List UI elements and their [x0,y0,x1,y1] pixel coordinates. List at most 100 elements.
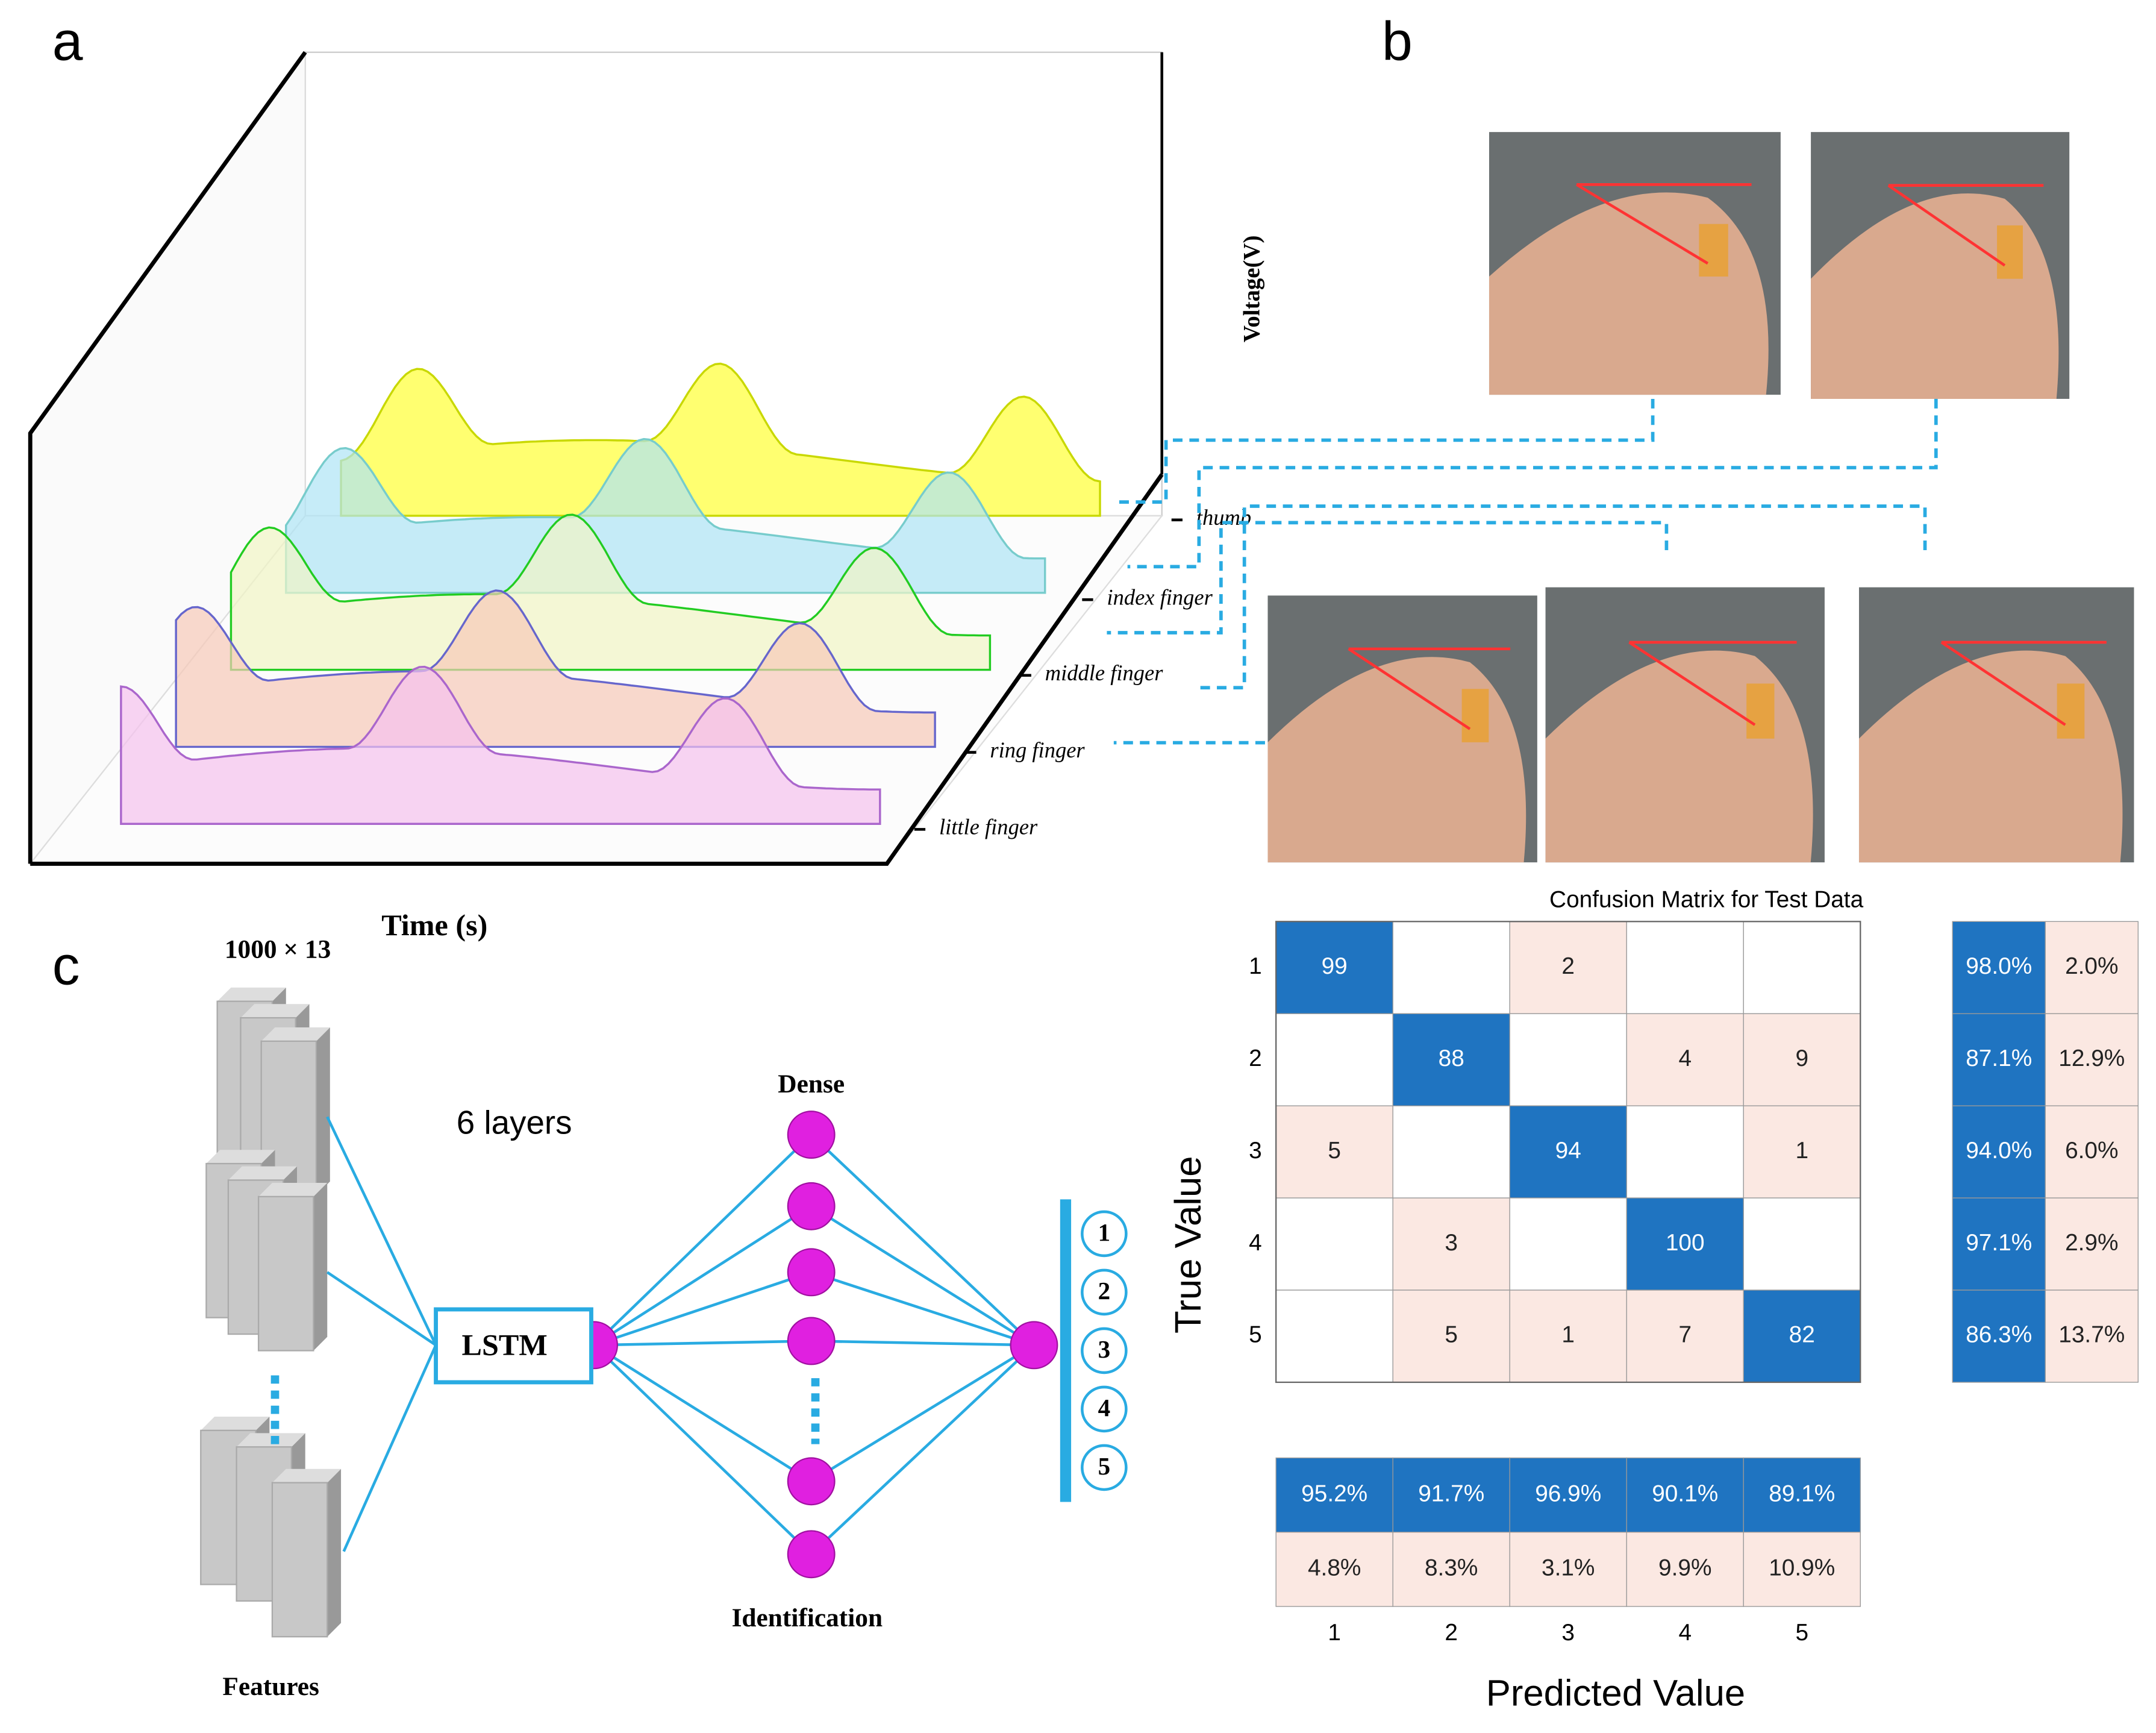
cell [1626,921,1744,1014]
summary-cell [1509,1532,1627,1607]
summary-cell [1275,1457,1393,1533]
identification-label: Identification [732,1603,883,1632]
connection [594,1340,811,1347]
cell-value: 88 [1439,1045,1464,1071]
connection [810,1205,1035,1347]
row-summary: 97.1% [1966,1230,2032,1256]
summary-cell [1743,1532,1861,1607]
col-label: 2 [1445,1620,1458,1646]
row-summary: 87.1% [1966,1045,2032,1071]
summary-cell [1952,1197,2046,1291]
cell-value: 9 [1795,1045,1808,1071]
lstm-label: LSTM [462,1327,548,1361]
cell [1509,1197,1627,1291]
output-node [1081,1327,1128,1374]
cm-title: Confusion Matrix for Test Data [1549,886,1864,912]
cell [1392,1013,1510,1106]
frame [1275,921,1861,1384]
output-node [1081,1385,1128,1433]
cell [1743,921,1861,1014]
block-side [313,1182,328,1351]
connection [326,1116,437,1346]
cell [1509,1105,1627,1199]
series-label: thumb [1196,505,1251,530]
arrow [1575,183,1709,265]
connection [326,1271,437,1347]
connection [593,1271,812,1347]
block-top [261,1027,330,1041]
row-label: 4 [1249,1230,1262,1256]
row-summary: 12.9% [2058,1045,2125,1071]
connection [593,1205,812,1347]
neuron [787,1457,836,1506]
cell [1743,1197,1861,1291]
row-summary: 13.7% [2058,1322,2125,1348]
waveform [340,362,1101,517]
column-summary: 96.9% [1535,1481,1601,1506]
connection [342,1344,437,1552]
photo [1858,587,2134,863]
column-summary: 9.9% [1658,1555,1711,1581]
connection [593,1344,812,1483]
summary-cell [2045,1290,2139,1383]
col-label: 4 [1678,1620,1692,1646]
network: 1 2 3 4 5 [200,987,1128,1638]
column-summary: 90.1% [1652,1481,1718,1506]
row-summary: 98.0% [1966,953,2032,979]
y-axis-title: Voltage(V) [1239,236,1265,342]
block-top [217,987,286,1001]
confusion-matrix: 1 1 2 2 3 3 4 4 5 5 99 2 88 4 9 5 94 1 3 100 5 1 7 82 98.0% 2.0% 8… [1249,921,2139,1646]
block-top [258,1182,328,1197]
tape [1746,683,1775,739]
neuron [787,1317,836,1365]
cell-value: 7 [1678,1322,1692,1348]
series-label: middle finger [1045,660,1164,685]
row-summary: 2.9% [2065,1230,2118,1256]
block-top [206,1150,275,1164]
row-summary: 94.0% [1966,1138,2032,1164]
summary-cell [1626,1457,1744,1533]
cell-value: 1 [1795,1138,1808,1164]
cell [1275,1013,1393,1106]
output-node [1081,1268,1128,1316]
summary-cell [1275,1532,1393,1607]
output-bar [1060,1199,1072,1502]
cell-value: 2 [1561,953,1575,979]
cell [1626,1105,1744,1199]
column-summary: 3.1% [1542,1555,1595,1581]
cell-value: 4 [1678,1045,1692,1071]
photo [1489,132,1781,395]
output-label: 5 [1098,1452,1111,1480]
block-top [228,1166,298,1180]
block [271,1482,328,1638]
row-summary: 6.0% [2065,1138,2118,1164]
connection [810,1271,1035,1347]
panel-label: c [52,935,80,996]
row-label: 1 [1249,953,1262,979]
cell-value: 82 [1789,1322,1815,1348]
block-top [201,1417,270,1431]
arrow [1887,184,2006,267]
row-label: 3 [1249,1138,1262,1164]
series-label: little finger [939,815,1038,839]
cell-value: 94 [1555,1138,1581,1164]
waveform [120,665,881,825]
neuron [787,1248,836,1297]
finger [1489,192,1769,395]
cell-value: 100 [1666,1230,1705,1256]
cell [1275,1105,1393,1199]
arrow [1940,641,2066,726]
block-top [240,1004,310,1018]
series-label: index finger [1107,585,1213,610]
output-label: 4 [1098,1394,1111,1421]
neuron [787,1530,836,1579]
input-shape: 1000 × 13 [225,935,331,964]
row-label: 5 [1249,1322,1262,1348]
connector [1127,398,1938,569]
cell [1275,1197,1393,1291]
column-summary: 91.7% [1418,1481,1484,1506]
layers-label: 6 layers [457,1104,572,1141]
edge [28,51,307,864]
summary-cell [1952,1105,2046,1199]
